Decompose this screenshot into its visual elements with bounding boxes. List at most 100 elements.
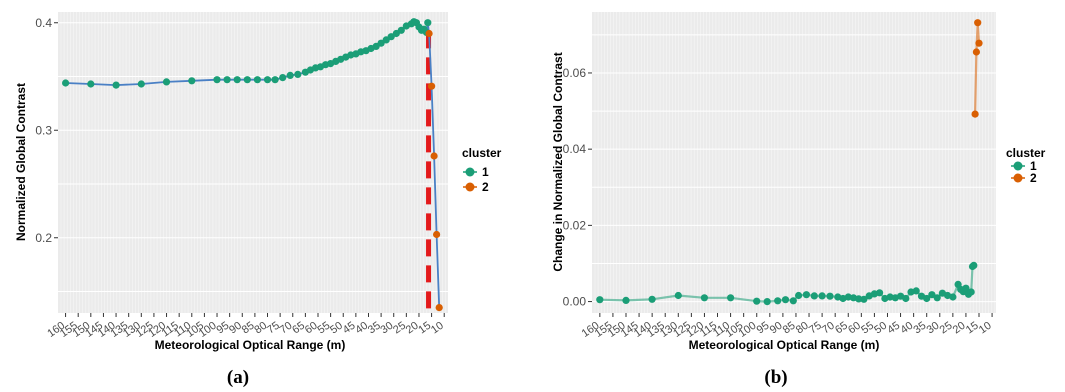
x-tick-label: 35: [366, 320, 383, 337]
panel-b-legend-title: cluster: [1006, 146, 1046, 160]
data-point-cluster-1: [962, 284, 970, 292]
y-tick-label: 0.4: [35, 16, 52, 30]
data-point-cluster-2: [974, 19, 982, 27]
data-point-cluster-1: [933, 294, 941, 302]
x-tick-label: 40: [898, 320, 915, 337]
data-point-cluster-2: [433, 230, 441, 239]
data-point-cluster-1: [826, 292, 834, 300]
data-point-cluster-1: [188, 77, 196, 85]
x-tick-label: 90: [227, 320, 244, 337]
panel-a-legend: cluster 1 2: [462, 146, 502, 194]
x-tick-label: 55: [315, 320, 332, 337]
data-point-cluster-1: [912, 287, 920, 295]
panel-b-legend-label-1: 1: [1030, 159, 1037, 173]
x-tick-label: 35: [912, 320, 929, 337]
data-point-cluster-2: [975, 39, 983, 47]
data-point-cluster-1: [928, 291, 936, 299]
data-point-cluster-1: [424, 19, 432, 27]
panel-b-y-axis-title: Change in Normalized Global Contrast: [551, 52, 565, 271]
x-tick-label: 10: [429, 320, 446, 337]
data-point-cluster-1: [223, 76, 231, 84]
data-point-cluster-1: [789, 297, 797, 305]
data-point-cluster-1: [970, 261, 978, 269]
data-point-cluster-1: [855, 295, 863, 303]
panel-b-x-axis-title: Meteorological Optical Range (m): [689, 338, 880, 352]
y-tick-label: 0.04: [563, 142, 587, 156]
data-point-cluster-2: [428, 82, 436, 90]
data-point-cluster-1: [967, 288, 975, 296]
data-point-cluster-1: [263, 76, 272, 84]
data-point-cluster-1: [622, 296, 630, 304]
x-tick-label: 75: [807, 320, 824, 337]
y-tick-label: 0.3: [35, 123, 52, 137]
panel-a-legend-label-2: 2: [482, 180, 489, 194]
data-point-cluster-1: [802, 291, 811, 299]
x-tick-label: 70: [278, 320, 295, 337]
data-point-cluster-1: [62, 79, 70, 87]
x-tick-label: 45: [341, 320, 358, 337]
x-tick-label: 50: [872, 320, 889, 337]
x-tick-label: 20: [951, 320, 968, 337]
panel-b-caption: (b): [764, 367, 787, 388]
x-tick-label: 55: [859, 320, 876, 337]
y-tick-label: 0.00: [563, 295, 587, 309]
data-point-cluster-1: [279, 74, 287, 82]
data-point-cluster-1: [876, 289, 884, 297]
panel-a-legend-title: cluster: [462, 146, 502, 160]
data-point-cluster-1: [763, 298, 771, 306]
data-point-cluster-1: [294, 70, 302, 78]
x-tick-label: 10: [977, 320, 994, 337]
x-tick-label: 40: [353, 320, 370, 337]
panel-b-plot-background: [592, 12, 996, 313]
panel-b-y-ticks: 0.00 0.02 0.04 0.06: [563, 66, 592, 309]
data-point-cluster-1: [162, 78, 171, 86]
data-point-cluster-1: [286, 71, 294, 79]
data-point-cluster-1: [810, 292, 818, 300]
y-tick-label: 0.06: [563, 66, 587, 80]
x-tick-label: 45: [885, 320, 902, 337]
data-point-cluster-1: [253, 76, 261, 84]
panel-b-marks: [596, 19, 983, 306]
x-tick-label: 60: [303, 320, 320, 337]
panel-a-x-axis-title: Meteorological Optical Range (m): [155, 338, 346, 352]
data-point-cluster-1: [860, 295, 868, 303]
panel-b-x-ticks: 1601551501451401351301251201151101051009…: [580, 313, 994, 340]
x-tick-label: 85: [781, 320, 798, 337]
data-point-cluster-1: [377, 39, 385, 47]
x-tick-label: 50: [328, 320, 345, 337]
y-tick-label: 0.02: [563, 218, 587, 232]
data-point-cluster-1: [648, 295, 656, 303]
x-tick-label: 85: [240, 320, 257, 337]
panel-b-legend-label-2: 2: [1030, 171, 1037, 185]
data-point-cluster-1: [213, 76, 221, 84]
x-tick-label: 25: [938, 320, 955, 337]
data-point-cluster-1: [397, 26, 405, 34]
data-point-cluster-1: [774, 297, 782, 305]
x-tick-label: 60: [846, 320, 863, 337]
data-point-cluster-1: [137, 80, 145, 88]
x-tick-label: 75: [265, 320, 282, 337]
x-tick-label: 65: [833, 320, 850, 337]
data-point-cluster-2: [425, 29, 433, 38]
x-tick-label: 30: [379, 320, 396, 337]
data-point-cluster-1: [596, 296, 604, 304]
x-tick-label: 20: [404, 320, 421, 337]
panel-b-legend: cluster 1 2: [1006, 146, 1046, 185]
data-point-cluster-1: [727, 294, 735, 302]
panel-a-x-ticks: 1601551501451401351301251201151101051009…: [45, 313, 446, 340]
panel-a: 0.2 0.3 0.4 160155150145140135130125120115…: [14, 12, 502, 388]
x-tick-label: 80: [794, 320, 811, 337]
data-point-cluster-1: [818, 292, 826, 300]
data-point-cluster-1: [233, 76, 241, 84]
panel-a-y-ticks: 0.2 0.3 0.4: [35, 16, 58, 245]
data-point-cluster-2: [435, 304, 443, 312]
data-point-cluster-1: [700, 294, 709, 302]
x-tick-label: 30: [925, 320, 942, 337]
data-point-cluster-1: [923, 294, 931, 303]
data-point-cluster-2: [430, 152, 438, 160]
data-point-cluster-1: [674, 291, 682, 300]
y-tick-label: 0.2: [35, 231, 52, 245]
x-tick-label: 15: [964, 320, 981, 337]
data-point-cluster-1: [795, 291, 803, 300]
